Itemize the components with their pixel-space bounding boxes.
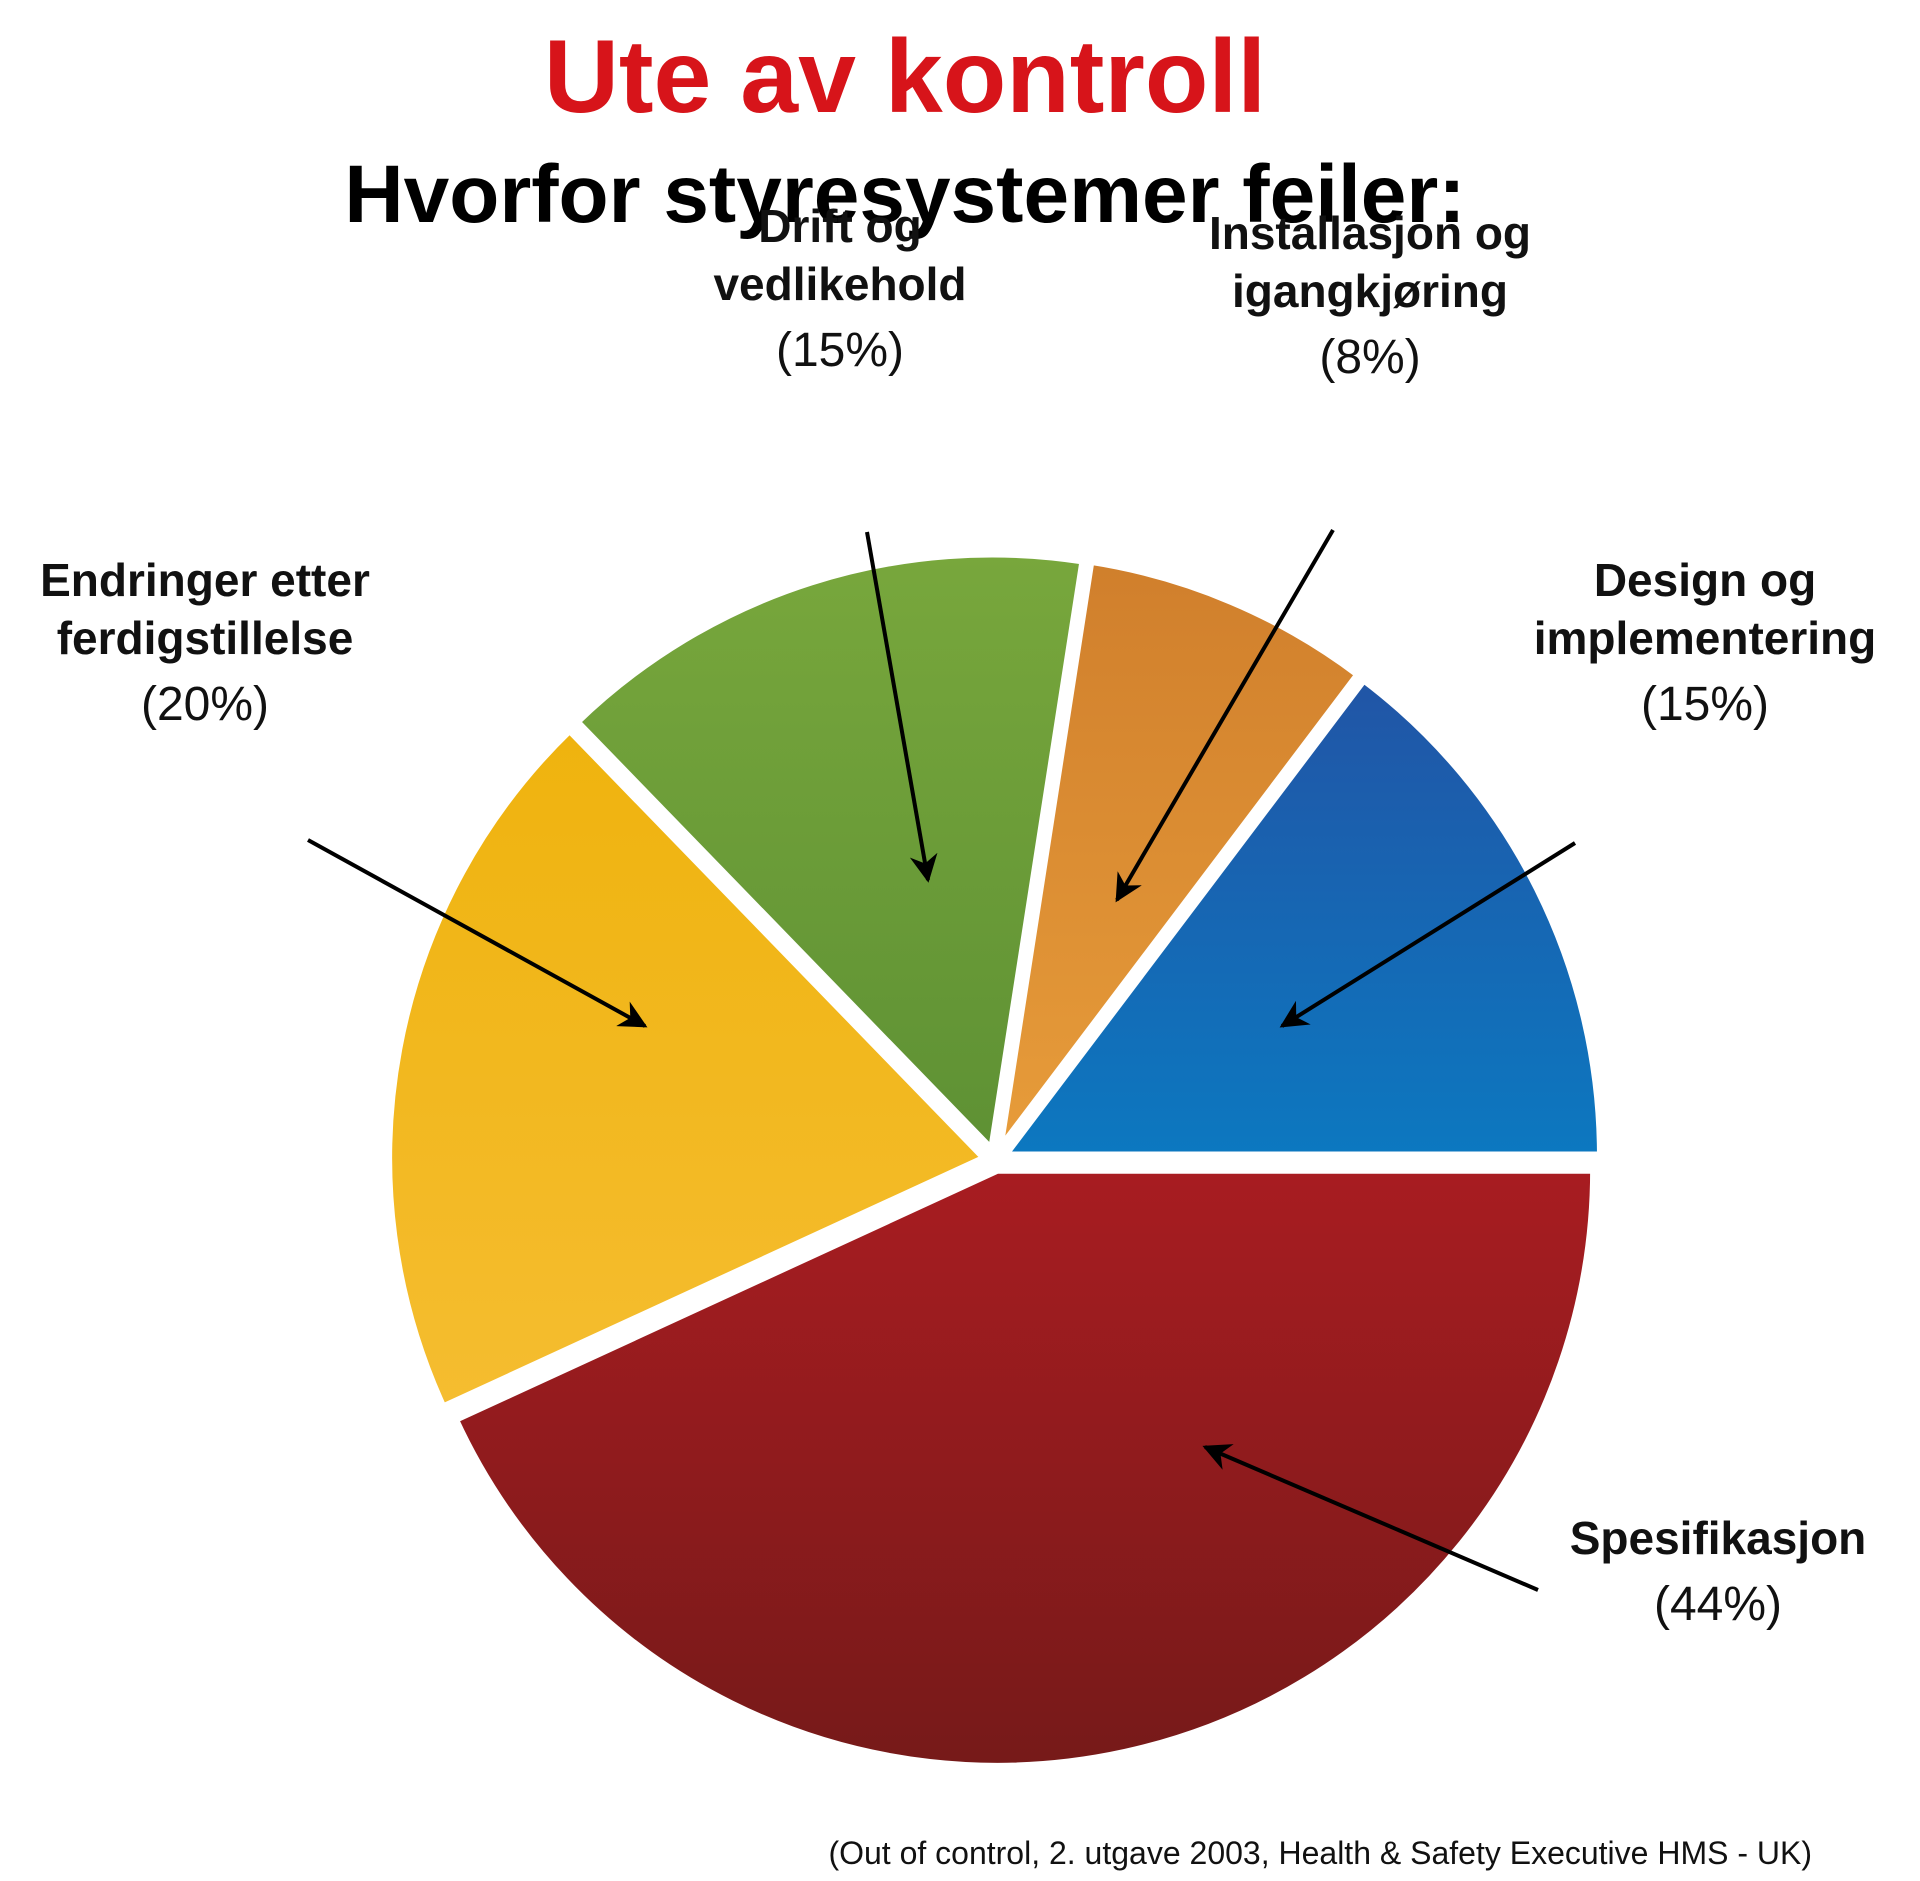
label-arrows [307,528,1577,1592]
pie-slices [384,549,1605,1771]
chart-title: Ute av kontroll [544,19,1266,135]
label-arrow-1 [307,838,648,1028]
slice-label-2: Drift og vedlikehold (15%) [713,200,966,377]
slice-label-line: implementering [1534,612,1877,664]
slice-label-3: Installasjon og igangkjøring (8%) [1209,207,1531,384]
pie-slice-1 [384,723,992,1413]
label-arrow-3 [1115,528,1335,903]
slice-label-line: Spesifikasjon [1570,1512,1867,1564]
slice-percent-label: (8%) [1319,331,1420,384]
pie-slice-0 [449,1165,1599,1771]
slice-label-line: vedlikehold [713,258,966,310]
pie-slice-3 [994,556,1365,1154]
slice-label-line: Endringer etter [40,554,370,606]
source-note: (Out of control, 2. utgave 2003, Health … [828,1835,1812,1871]
slice-label-line: Drift og [758,200,922,252]
slice-label-0: Spesifikasjon (44%) [1570,1512,1867,1631]
slice-percent-label: (15%) [1641,678,1769,731]
label-arrow-4 [1279,841,1577,1028]
slice-label-line: ferdigstillelse [57,612,354,664]
slice-label-4: Design og implementering (15%) [1534,554,1877,731]
slice-labels: Spesifikasjon (44%) Endringer etter ferdigs… [40,200,1876,1631]
slice-percent-label: (44%) [1654,1578,1782,1631]
slice-label-line: Installasjon og [1209,207,1531,259]
pie-slice-4 [995,673,1605,1160]
label-arrow-0 [1202,1444,1539,1592]
slice-percent-label: (15%) [776,324,904,377]
label-arrow-2 [865,531,938,883]
pie-slice-2 [570,549,1089,1160]
slice-label-line: Design og [1594,554,1816,606]
slice-label-1: Endringer etter ferdigstillelse (20%) [40,554,370,731]
slice-label-line: igangkjøring [1232,265,1508,317]
slice-percent-label: (20%) [141,678,269,731]
chart-subtitle: Hvorfor styresystemer feiler: [344,149,1465,240]
